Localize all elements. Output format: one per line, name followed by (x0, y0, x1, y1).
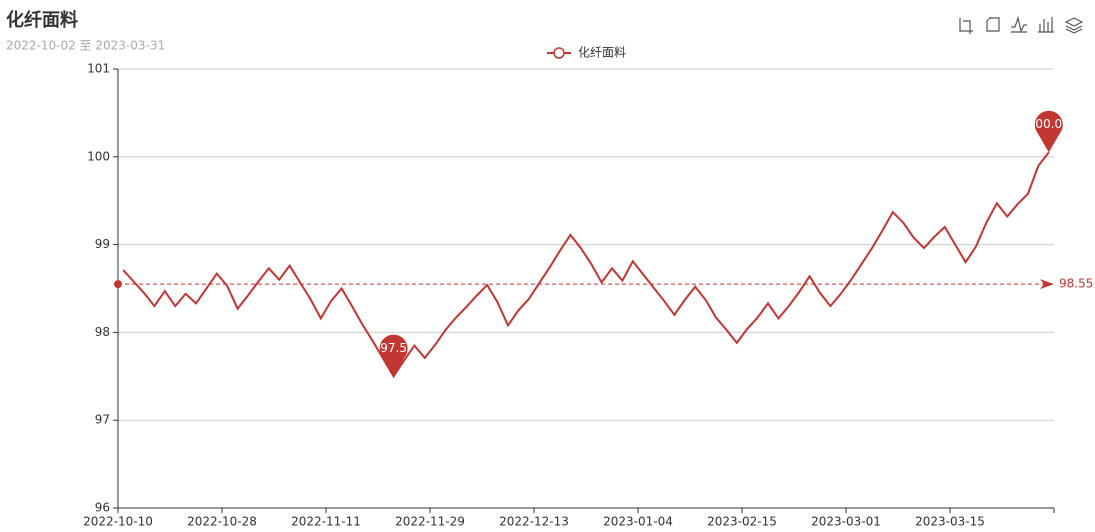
average-label: 98.55 (1059, 277, 1093, 291)
x-tick-label: 2023-03-01 (811, 515, 881, 529)
legend-symbol[interactable] (553, 47, 565, 59)
chart-title: 化纤面料 (6, 9, 78, 31)
x-tick-label: 2022-11-11 (291, 515, 361, 529)
line-icon[interactable] (1011, 15, 1027, 33)
y-tick-label: 101 (87, 62, 110, 76)
y-tick-label: 99 (95, 237, 110, 251)
series-line (122, 151, 1050, 379)
pin-min (379, 334, 408, 377)
stack-icon[interactable] (1064, 17, 1084, 34)
legend-label[interactable]: 化纤面料 (578, 46, 626, 60)
x-tick-label: 2022-10-28 (187, 515, 257, 529)
toolbox (959, 15, 1084, 34)
average-arrow (1040, 279, 1054, 290)
y-tick-label: 100 (87, 149, 110, 163)
pin-label: 100.05 (1028, 117, 1070, 131)
x-tick-label: 2023-03-15 (915, 515, 985, 529)
average-start (114, 280, 122, 289)
legend: 化纤面料 (547, 46, 626, 60)
y-tick-label: 98 (95, 325, 110, 339)
x-tick-label: 2023-01-04 (603, 515, 673, 529)
x-tick-label: 2023-02-15 (707, 515, 777, 529)
x-tick-label: 2022-12-13 (499, 515, 569, 529)
chart-subtitle: 2022-10-02 至 2023-03-31 (6, 39, 165, 53)
pin-label: 97.5 (380, 341, 407, 355)
x-tick-label: 2022-10-10 (83, 515, 153, 529)
x-tick-label: 2022-11-29 (395, 515, 465, 529)
pin-max (1034, 110, 1063, 153)
y-tick-label: 97 (95, 413, 110, 427)
bar-icon[interactable] (1038, 17, 1054, 33)
restore-icon[interactable] (986, 16, 1000, 32)
zoom-icon[interactable] (959, 18, 973, 34)
y-tick-label: 96 (95, 501, 110, 515)
